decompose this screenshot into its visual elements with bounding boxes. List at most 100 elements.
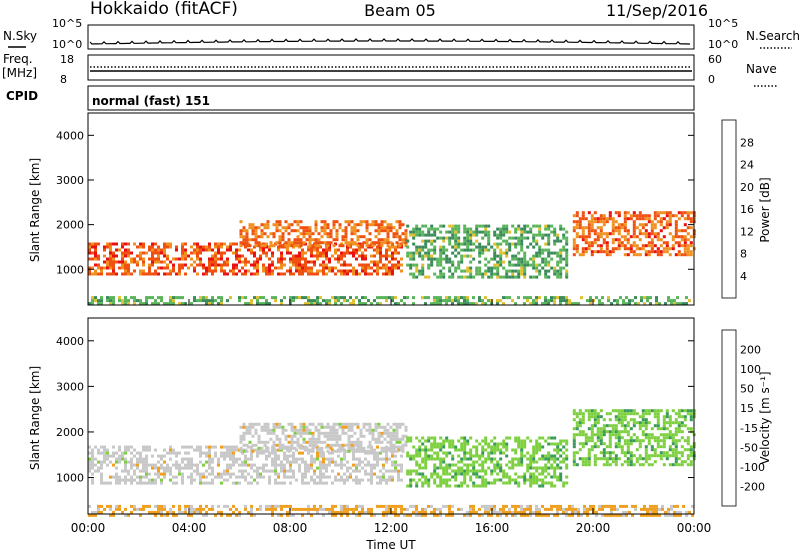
power-cell — [181, 251, 184, 255]
velocity-cell — [308, 440, 312, 444]
velocity-cell — [199, 504, 202, 508]
power-cell — [284, 244, 288, 248]
power-cell — [668, 211, 672, 215]
velocity-cell — [550, 466, 554, 470]
velocity-cell — [157, 504, 160, 508]
velocity-cell — [523, 472, 527, 476]
velocity-cell — [535, 513, 538, 517]
velocity-cell — [211, 504, 214, 508]
velocity-cell — [553, 475, 557, 479]
velocity-cell — [526, 436, 530, 440]
velocity-cell — [469, 513, 472, 517]
velocity-cell — [538, 448, 542, 452]
velocity-cell — [463, 448, 467, 452]
velocity-cell — [139, 460, 142, 464]
velocity-cell — [290, 428, 294, 432]
velocity-cell — [241, 451, 244, 455]
velocity-cell — [274, 451, 277, 455]
velocity-cell — [400, 466, 403, 470]
power-cell — [299, 244, 303, 248]
velocity-cell — [199, 507, 202, 511]
power-cell — [100, 266, 103, 270]
velocity-ytick-label: 4000 — [56, 335, 84, 348]
power-cell — [232, 269, 235, 273]
velocity-cell — [493, 448, 497, 452]
power-cell — [302, 229, 306, 233]
power-cell — [299, 226, 303, 230]
velocity-cell — [251, 434, 255, 438]
velocity-cell — [145, 469, 148, 473]
power-cell — [460, 275, 464, 279]
power-cell — [572, 220, 576, 224]
velocity-cell — [154, 510, 157, 514]
velocity-cell — [115, 481, 118, 485]
velocity-cell — [266, 446, 270, 450]
velocity-cell — [644, 418, 648, 422]
velocity-cell — [175, 466, 178, 470]
power-cell — [313, 260, 316, 264]
power-cell — [496, 275, 500, 279]
velocity-cell — [385, 510, 388, 514]
power-cell — [295, 266, 298, 270]
velocity-cell — [575, 451, 579, 455]
power-region — [239, 220, 408, 248]
velocity-cell — [199, 472, 202, 476]
power-cell — [193, 269, 196, 273]
power-cell — [628, 302, 631, 306]
velocity-cell — [674, 427, 678, 431]
power-ytick-label: 4000 — [56, 129, 84, 142]
velocity-cell — [367, 472, 370, 476]
power-cell — [308, 244, 312, 248]
power-cell — [442, 299, 445, 303]
velocity-cell — [305, 431, 309, 435]
velocity-cell — [614, 430, 618, 434]
power-cell — [244, 260, 247, 264]
velocity-cell — [547, 481, 551, 485]
power-cell — [641, 232, 645, 236]
velocity-cell — [160, 478, 163, 482]
power-cell — [253, 296, 256, 300]
power-cell — [406, 254, 410, 258]
power-cell — [572, 244, 576, 248]
velocity-cell — [581, 433, 585, 437]
power-cell — [268, 269, 271, 273]
velocity-cell — [610, 513, 613, 517]
velocity-cell — [133, 448, 136, 452]
velocity-cell — [311, 434, 315, 438]
power-cell — [541, 266, 545, 270]
velocity-cell — [184, 445, 187, 449]
velocity-cell — [241, 463, 244, 467]
velocity-cell — [466, 457, 470, 461]
power-cell — [638, 238, 642, 242]
power-cell — [313, 299, 316, 303]
velocity-cell — [665, 457, 669, 461]
velocity-cell — [602, 451, 606, 455]
power-cell — [632, 241, 636, 245]
velocity-cell — [647, 457, 651, 461]
power-cell — [581, 247, 585, 251]
power-cell — [496, 266, 500, 270]
velocity-cell — [115, 466, 118, 470]
power-cell — [478, 224, 482, 228]
velocity-cell — [229, 513, 232, 517]
power-cell — [481, 299, 484, 303]
power-cell — [653, 250, 657, 254]
power-cell — [475, 233, 479, 237]
power-cell — [677, 253, 681, 257]
power-cell — [196, 263, 199, 267]
power-cell — [172, 266, 175, 270]
power-cell — [190, 257, 193, 261]
velocity-cell — [529, 454, 533, 458]
velocity-cell — [584, 436, 588, 440]
power-cell — [538, 272, 542, 276]
velocity-cell — [370, 472, 373, 476]
power-cell — [251, 229, 255, 233]
velocity-cell — [232, 481, 235, 485]
power-cell — [686, 247, 690, 251]
velocity-cell — [445, 463, 449, 467]
velocity-cell — [289, 463, 292, 467]
power-cell — [254, 226, 258, 230]
velocity-cell — [562, 481, 566, 485]
power-cell — [199, 248, 202, 252]
